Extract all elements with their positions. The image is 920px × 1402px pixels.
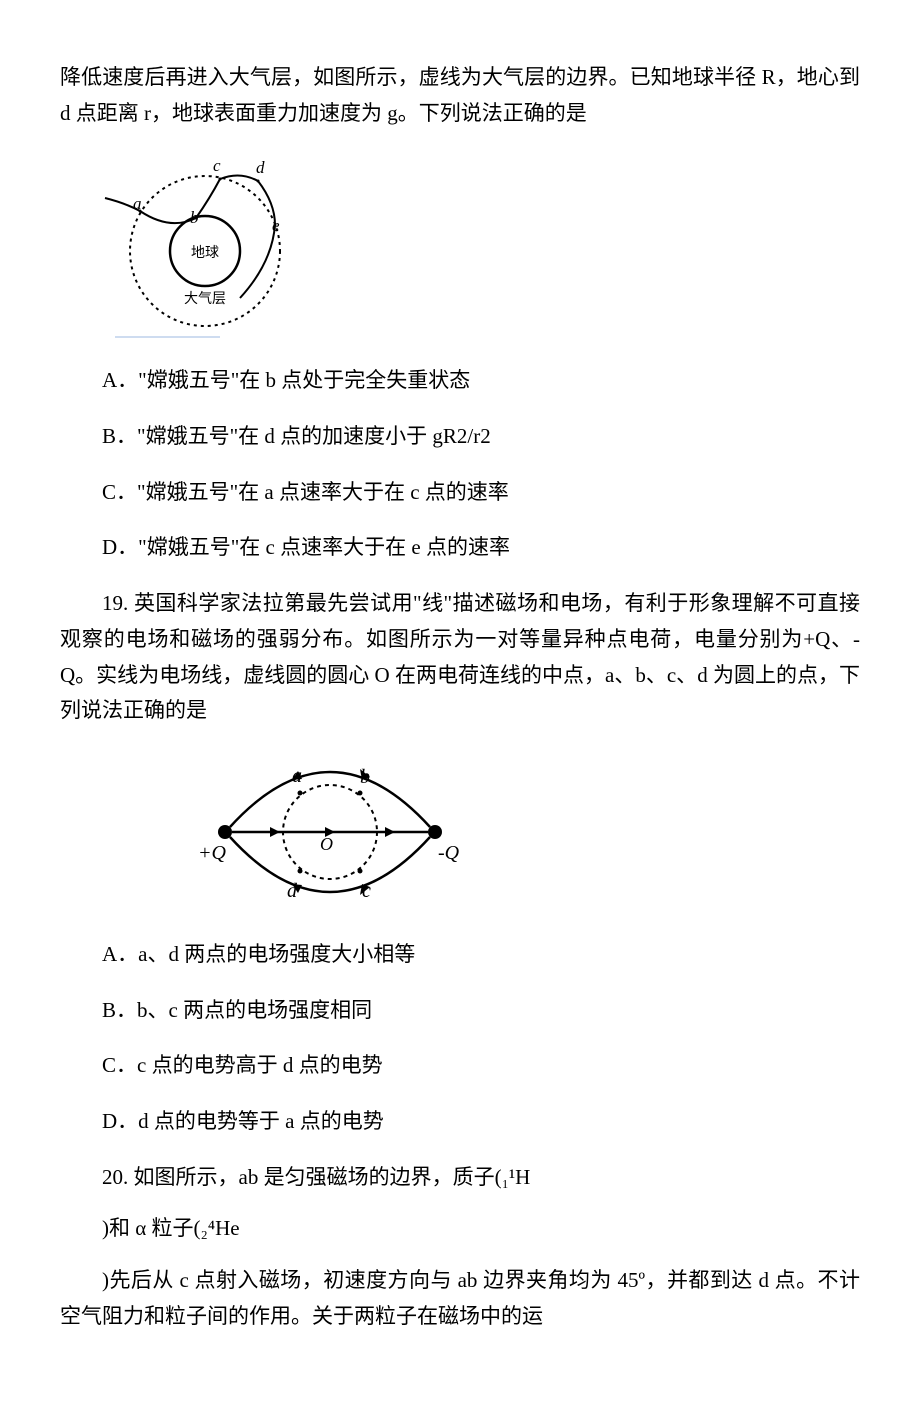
q19-figure: +Q -Q O a b c d xyxy=(180,747,860,917)
label-c2: c xyxy=(362,880,371,902)
O-label: O xyxy=(320,834,333,854)
label-d2: d xyxy=(287,880,298,902)
atmo-label: 大气层 xyxy=(184,291,226,307)
q20-line2: )和 α 粒子(₂⁴He xyxy=(60,1211,860,1247)
q18-option-d: D．"嫦娥五号"在 c 点速率大于在 e 点的速率 xyxy=(60,530,860,566)
q20-line1: 20. 如图所示，ab 是匀强磁场的边界，质子(₁¹H xyxy=(60,1160,860,1196)
q18-option-b: B．"嫦娥五号"在 d 点的加速度小于 gR2/r2 xyxy=(60,419,860,455)
label-a2: a xyxy=(292,765,302,787)
q19-option-b: B．b、c 两点的电场强度相同 xyxy=(60,993,860,1029)
q19-option-a: A．a、d 两点的电场强度大小相等 xyxy=(60,937,860,973)
q19-option-d: D．d 点的电势等于 a 点的电势 xyxy=(60,1104,860,1140)
minusQ-label: -Q xyxy=(438,842,460,864)
q18-options: A．"嫦娥五号"在 b 点处于完全失重状态 B．"嫦娥五号"在 d 点的加速度小… xyxy=(60,363,860,566)
q18-option-a: A．"嫦娥五号"在 b 点处于完全失重状态 xyxy=(60,363,860,399)
q18-figure: 地球 大气层 a b c d e xyxy=(100,143,860,343)
q20-line3: )先后从 c 点射入磁场，初速度方向与 ab 边界夹角均为 45º，并都到达 d… xyxy=(60,1263,860,1334)
label-c: c xyxy=(213,156,221,175)
q18-svg: 地球 大气层 a b c d e xyxy=(100,143,320,343)
q19-svg: +Q -Q O a b c d xyxy=(180,747,480,917)
q18-option-c: C．"嫦娥五号"在 a 点速率大于在 c 点的速率 xyxy=(60,475,860,511)
label-d: d xyxy=(256,158,265,177)
q19-stem: 19. 英国科学家法拉第最先尝试用"线"描述磁场和电场，有利于形象理解不可直接观… xyxy=(60,586,860,729)
label-b2: b xyxy=(360,766,370,788)
earth-label: 地球 xyxy=(191,245,219,261)
plusQ-label: +Q xyxy=(198,842,226,864)
q18-stem-continuation: 降低速度后再进入大气层，如图所示，虚线为大气层的边界。已知地球半径 R，地心到 … xyxy=(60,60,860,131)
q19-options: A．a、d 两点的电场强度大小相等 B．b、c 两点的电场强度相同 C．c 点的… xyxy=(60,937,860,1140)
q19-option-c: C．c 点的电势高于 d 点的电势 xyxy=(60,1048,860,1084)
